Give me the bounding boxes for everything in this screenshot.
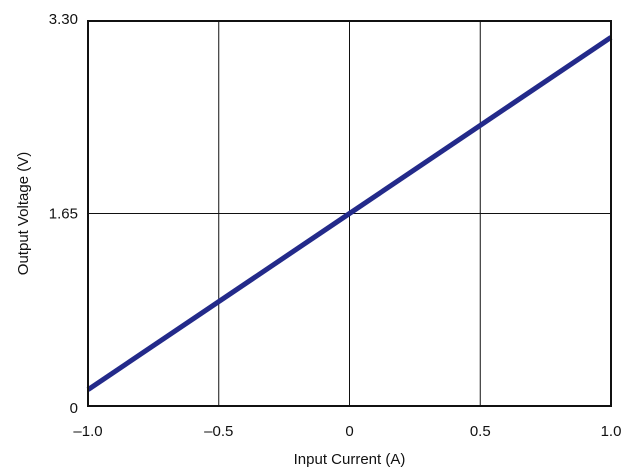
y-tick-label: 0 — [70, 400, 78, 417]
y-tick-label: 3.30 — [49, 11, 78, 28]
plot-frame — [87, 20, 612, 407]
x-tick-labels: –1.0 –0.5 0 0.5 1.0 — [73, 423, 621, 440]
x-tick-label: –1.0 — [73, 423, 102, 440]
y-axis-label: Output Voltage (V) — [15, 152, 32, 275]
x-tick-label: –0.5 — [204, 423, 233, 440]
series-line-0 — [86, 35, 613, 392]
x-tick-label: 0 — [345, 423, 353, 440]
x-axis-label: Input Current (A) — [294, 451, 406, 468]
x-tick-label: 1.0 — [601, 423, 621, 440]
y-tick-label: 1.65 — [49, 206, 78, 223]
y-tick-labels: 0 1.65 3.30 — [49, 11, 78, 417]
x-tick-label: 0.5 — [470, 423, 491, 440]
series-layer — [86, 35, 613, 392]
